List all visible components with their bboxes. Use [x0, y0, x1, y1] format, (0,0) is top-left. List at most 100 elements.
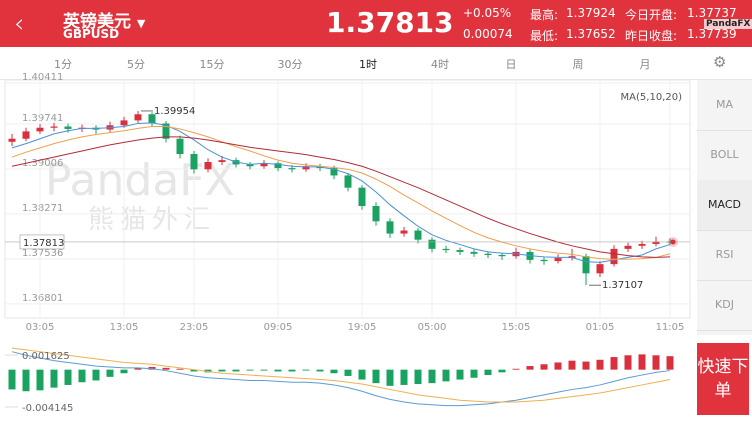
indicator-tab[interactable]: RSI [697, 230, 752, 281]
period-tab[interactable]: 1分 [54, 58, 72, 71]
candle-body [400, 230, 408, 234]
x-tick-label: 05:00 [418, 322, 447, 333]
ma-line [11, 122, 671, 263]
period-tab[interactable]: 30分 [277, 58, 303, 71]
candle-body [428, 239, 436, 249]
macd-bar [554, 362, 562, 370]
period-tab[interactable]: 5分 [127, 58, 145, 71]
candle-body [610, 248, 618, 265]
macd-line [11, 351, 671, 407]
macd-bar [22, 369, 30, 392]
low-annotation: 1.37107 [602, 280, 643, 291]
x-tick-label: 23:05 [180, 322, 209, 333]
candle-body [64, 126, 72, 129]
candle-body [638, 243, 646, 246]
candle-body [134, 114, 142, 121]
candle-body [512, 251, 520, 257]
low-label: 最低: [530, 29, 559, 43]
macd-bar [498, 369, 506, 373]
indicator-tab[interactable]: MACD [697, 180, 752, 231]
candle-body [190, 154, 198, 170]
period-tab[interactable]: 1时 [359, 58, 377, 71]
header: ‹ 英镑美元 ▼ GBPUSD 1.37813 +0.05% 0.00074 最… [0, 0, 752, 47]
macd-bar [610, 357, 618, 370]
change-pct: +0.05% [463, 6, 512, 20]
y-tick-label: 1.37536 [22, 248, 63, 259]
candle-body [344, 175, 352, 188]
macd-bar [218, 369, 226, 372]
macd-bar [624, 355, 632, 370]
indicator-label: MA(5,10,20) [621, 92, 683, 103]
period-tab[interactable]: 月 [639, 58, 651, 71]
candle-body [92, 127, 100, 130]
indicator-panel: MA BOLL MACD RSI KDJ [697, 80, 752, 335]
candle-body [274, 163, 282, 169]
ma-line [11, 125, 671, 260]
low: 1.37652 [566, 27, 616, 41]
settings[interactable]: ⚙ [713, 53, 727, 71]
last-price-dot-core [670, 239, 676, 245]
period-tab[interactable]: 15分 [199, 58, 225, 71]
indicator-tab[interactable]: KDJ [697, 280, 752, 331]
y-tick-label: 1.38271 [22, 203, 63, 214]
candle-body [386, 221, 394, 234]
macd-bar [666, 356, 674, 370]
macd-bar [36, 369, 44, 391]
macd-bar [288, 369, 296, 372]
prev-label: 昨日收盘: [625, 29, 678, 43]
macd-bar [358, 369, 366, 380]
macd-bar [148, 366, 156, 370]
last-price-dot [668, 236, 678, 247]
macd-bar [442, 369, 450, 382]
period-tab[interactable]: 4时 [431, 58, 449, 71]
macd-bar [386, 369, 394, 386]
x-tick-label: 03:05 [26, 322, 55, 333]
last-price-box [19, 234, 65, 250]
macd-bar [260, 369, 268, 371]
macd-bar [638, 354, 646, 370]
macd-bar [8, 369, 16, 390]
period-tab[interactable]: 日 [505, 58, 517, 71]
period-tabs: ⚙ 1分 5分 15分 30分 1时 4时 日 周 月 [0, 47, 752, 80]
y-tick-label: 1.39741 [22, 113, 63, 124]
macd-bar [652, 355, 660, 370]
macd-bar [400, 369, 408, 385]
macd-bar [344, 369, 352, 376]
symbol-name[interactable]: 英镑美元 ▼ [63, 12, 146, 32]
candle-body [50, 126, 58, 128]
candle-body [484, 253, 492, 255]
symbol-code: GBPUSD [63, 27, 120, 41]
candle-body [78, 127, 86, 129]
back-button[interactable]: ‹ [14, 9, 25, 39]
macd-line [11, 347, 671, 403]
high-annotation: 1.39954 [154, 106, 195, 117]
period-tab[interactable]: 周 [572, 58, 584, 71]
candle-body [540, 259, 548, 262]
macd-tick-label: -0.004145 [22, 403, 73, 414]
prev: 1.37739 [687, 27, 737, 41]
macd-bar [582, 361, 590, 370]
x-tick-label: 11:05 [656, 322, 685, 333]
symbol-name-text: 英镑美元 [63, 12, 131, 32]
last-price-label: 1.37813 [23, 238, 64, 249]
candle-body [218, 160, 226, 162]
macd-bar [78, 369, 86, 383]
candle-body [330, 168, 338, 176]
quick-order-button[interactable]: 快速下单 [697, 343, 749, 415]
macd-bar [526, 366, 534, 370]
watermark: PandaFX [45, 155, 235, 206]
macd-bar [274, 369, 282, 372]
macd-bar [134, 367, 142, 370]
high: 1.37924 [566, 6, 616, 20]
macd-bar [106, 369, 114, 377]
indicator-tab[interactable]: MA [697, 80, 752, 131]
x-tick-label: 15:05 [502, 322, 531, 333]
macd-bar [428, 369, 436, 384]
candle-body [456, 250, 464, 252]
change: 0.00074 [463, 27, 513, 41]
indicator-tab[interactable]: BOLL [697, 130, 752, 181]
candle-body [288, 168, 296, 170]
macd-bar [512, 368, 520, 370]
candle-body [302, 166, 310, 170]
